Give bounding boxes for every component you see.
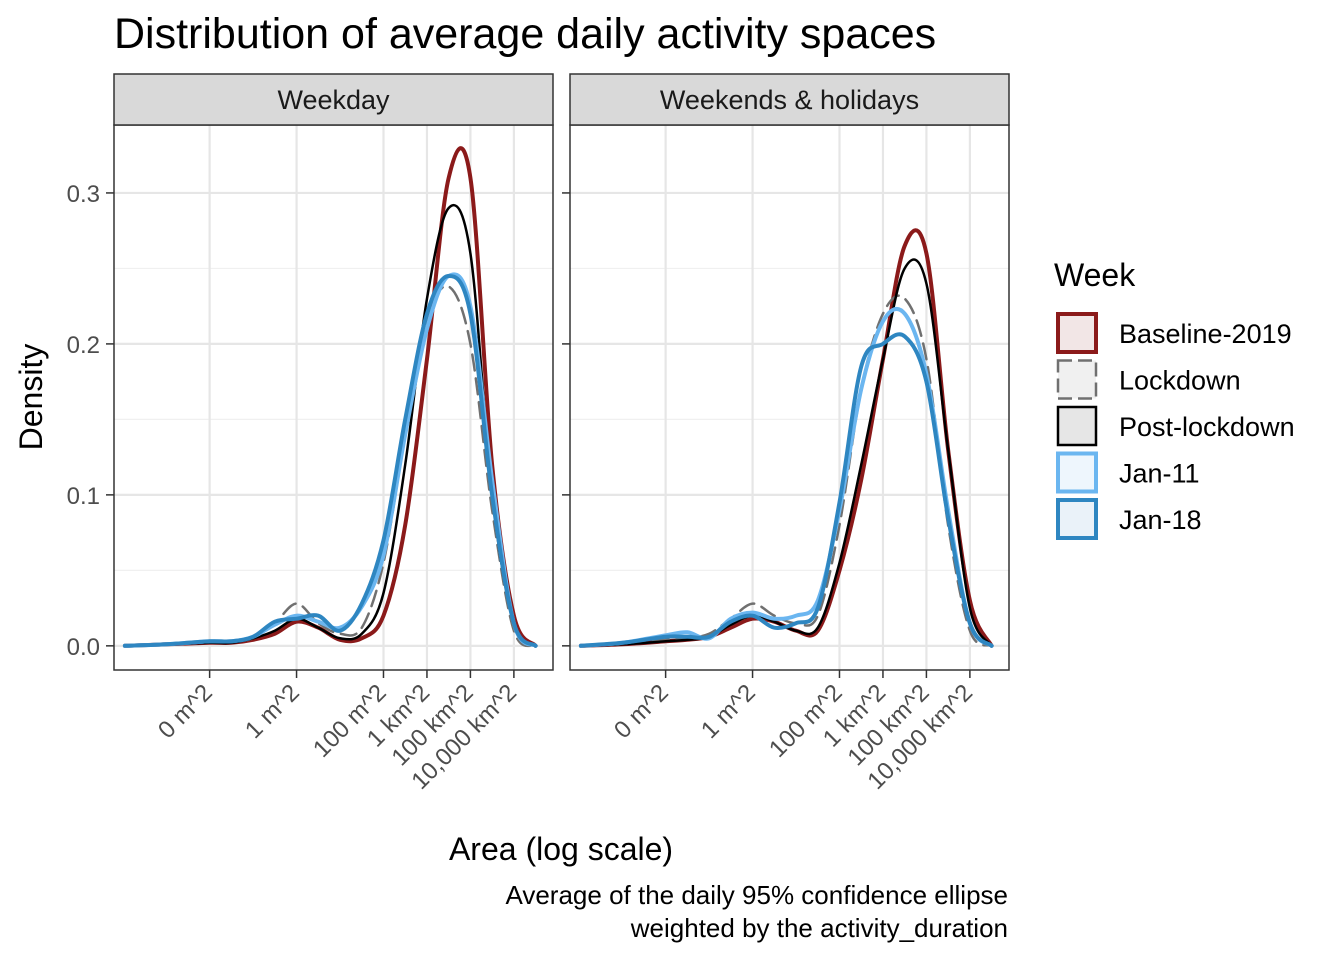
chart-title: Distribution of average daily activity s…: [114, 10, 936, 58]
legend-label: Post-lockdown: [1119, 412, 1295, 442]
legend-key: Jan-11: [1056, 451, 1200, 494]
strip-label: Weekday: [277, 85, 390, 115]
strip-background: [113, 73, 554, 126]
legend-swatch-post-lockdown: [1056, 405, 1098, 447]
legend-label: Jan-11: [1119, 459, 1200, 489]
caption-line-1: Average of the daily 95% confidence elli…: [505, 880, 1008, 910]
legend-swatch-jan-18: [1056, 498, 1098, 540]
legend-key: Post-lockdown: [1056, 405, 1295, 447]
series-line-jan-18: [122, 274, 538, 648]
plot-background: [570, 125, 1009, 670]
x-tick-label: 0 m^2: [153, 679, 218, 744]
legend: Week Baseline-2019 Lockdown Post-lockdown Ja…: [1054, 257, 1295, 540]
y-tick-label: 0.1: [67, 483, 100, 510]
strip-label: Weekends & holidays: [660, 85, 919, 115]
legend-swatch-jan-11: [1056, 451, 1098, 494]
caption-line-2: weighted by the activity_duration: [630, 913, 1008, 943]
x-axis-title: Area (log scale): [449, 831, 673, 867]
strip-background: [569, 73, 1010, 126]
legend-key: Lockdown: [1056, 359, 1241, 400]
y-tick-label: 0.2: [67, 332, 100, 359]
y-tick-label: 0.0: [67, 634, 100, 661]
legend-key: Baseline-2019: [1056, 312, 1292, 354]
legend-label: Lockdown: [1119, 366, 1241, 396]
legend-label: Jan-18: [1119, 505, 1202, 535]
legend-swatch-lockdown: [1056, 359, 1098, 400]
legend-key: Jan-18: [1056, 498, 1202, 540]
legend-title: Week: [1054, 257, 1136, 293]
series-line-post-lockdown: [579, 258, 993, 648]
x-tick-label: 0 m^2: [609, 679, 674, 744]
x-tick-label: 1 m^2: [240, 679, 305, 744]
legend-swatch-baseline-2019: [1056, 312, 1098, 354]
y-axis-title: Density: [13, 344, 49, 451]
series-line-jan-18: [578, 332, 994, 648]
legend-label: Baseline-2019: [1119, 319, 1292, 349]
x-tick-label: 1 m^2: [696, 679, 761, 744]
y-tick-label: 0.3: [67, 181, 100, 208]
